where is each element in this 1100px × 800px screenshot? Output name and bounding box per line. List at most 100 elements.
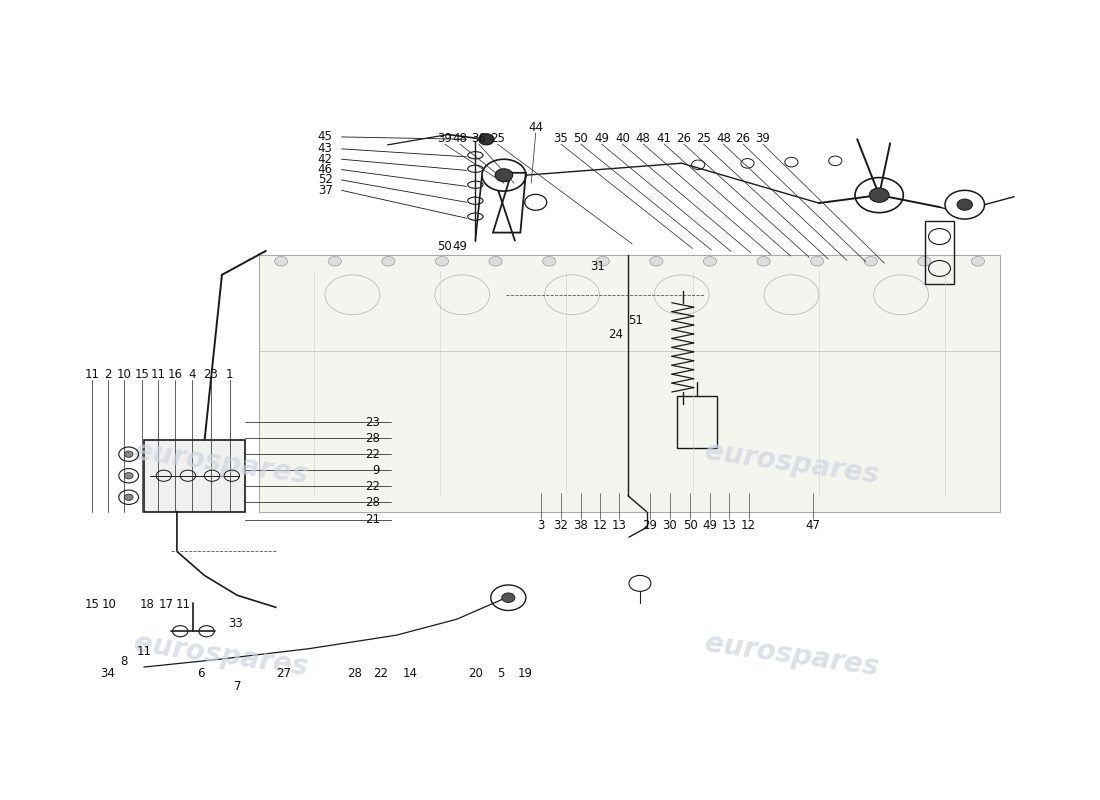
Text: 4: 4 [188,368,196,381]
Circle shape [275,257,288,266]
Text: 23: 23 [204,368,219,381]
Text: 10: 10 [101,598,117,610]
Text: 18: 18 [140,598,155,610]
Circle shape [436,257,449,266]
Text: 13: 13 [612,518,627,532]
Circle shape [124,473,133,479]
Text: 2: 2 [104,368,111,381]
Circle shape [124,451,133,458]
Circle shape [865,257,878,266]
Text: 48: 48 [452,132,468,145]
Text: 49: 49 [594,132,609,145]
Circle shape [869,188,889,202]
Text: 47: 47 [806,518,821,532]
Circle shape [542,257,556,266]
Text: 11: 11 [85,368,100,381]
Text: 28: 28 [365,495,380,509]
Text: 5: 5 [497,667,504,680]
Circle shape [757,257,770,266]
Circle shape [382,257,395,266]
Text: 6: 6 [197,667,205,680]
Circle shape [957,199,972,210]
Text: 30: 30 [662,518,676,532]
Text: 50: 50 [438,241,452,254]
Text: 50: 50 [683,518,697,532]
Text: 42: 42 [318,153,332,166]
Text: 37: 37 [318,184,332,197]
Text: 39: 39 [437,132,452,145]
Text: 45: 45 [318,130,332,143]
Text: 24: 24 [608,328,624,341]
Text: eurospares: eurospares [132,438,310,490]
Text: 28: 28 [348,667,362,680]
Text: 27: 27 [276,667,290,680]
Text: 20: 20 [468,667,483,680]
Text: 15: 15 [134,368,150,381]
Circle shape [650,257,663,266]
Text: 25: 25 [490,132,505,145]
Text: 25: 25 [696,132,711,145]
Text: 14: 14 [404,667,418,680]
Circle shape [917,257,931,266]
Circle shape [811,257,824,266]
Text: 48: 48 [636,132,651,145]
Text: 52: 52 [318,174,332,186]
Text: 48: 48 [716,132,730,145]
Text: 1: 1 [226,368,233,381]
Circle shape [328,257,341,266]
Text: 28: 28 [365,432,380,445]
Text: 33: 33 [228,617,242,630]
Text: 44: 44 [528,121,543,134]
Circle shape [124,494,133,501]
Text: eurospares: eurospares [703,629,880,681]
Circle shape [478,134,494,145]
Text: 22: 22 [365,479,380,493]
Text: 50: 50 [573,132,588,145]
Text: 8: 8 [121,655,128,668]
Text: 13: 13 [722,518,736,532]
Circle shape [971,257,984,266]
Text: 38: 38 [573,518,588,532]
Circle shape [502,593,515,602]
Text: 21: 21 [365,513,380,526]
Text: 16: 16 [167,368,183,381]
Circle shape [490,257,502,266]
Text: 39: 39 [756,132,770,145]
Text: 32: 32 [553,518,569,532]
Text: 34: 34 [100,667,116,680]
Text: 19: 19 [517,667,532,680]
Circle shape [703,257,716,266]
Text: 17: 17 [158,598,174,610]
Circle shape [495,169,513,182]
Text: 11: 11 [136,645,152,658]
Text: 11: 11 [151,368,166,381]
FancyBboxPatch shape [144,440,245,512]
Text: 51: 51 [628,314,643,326]
Text: 49: 49 [452,241,468,254]
Text: eurospares: eurospares [703,438,880,490]
Text: 26: 26 [676,132,692,145]
Text: 9: 9 [373,464,380,477]
Text: 46: 46 [318,163,332,176]
Text: 12: 12 [593,518,608,532]
Text: 49: 49 [703,518,717,532]
Text: 31: 31 [590,260,605,274]
Text: 7: 7 [233,681,241,694]
Text: 22: 22 [374,667,388,680]
Text: 22: 22 [365,448,380,461]
Text: 41: 41 [657,132,672,145]
Circle shape [596,257,609,266]
Text: 3: 3 [538,518,544,532]
Text: 23: 23 [365,416,380,429]
Text: 15: 15 [85,598,100,610]
Text: 35: 35 [553,132,569,145]
FancyBboxPatch shape [260,255,1000,512]
Text: 12: 12 [741,518,756,532]
Text: 26: 26 [736,132,750,145]
Text: eurospares: eurospares [132,629,310,681]
Text: 43: 43 [318,142,332,155]
Text: 10: 10 [117,368,132,381]
Text: 36: 36 [471,132,486,145]
Text: 29: 29 [642,518,658,532]
Text: 11: 11 [176,598,191,610]
